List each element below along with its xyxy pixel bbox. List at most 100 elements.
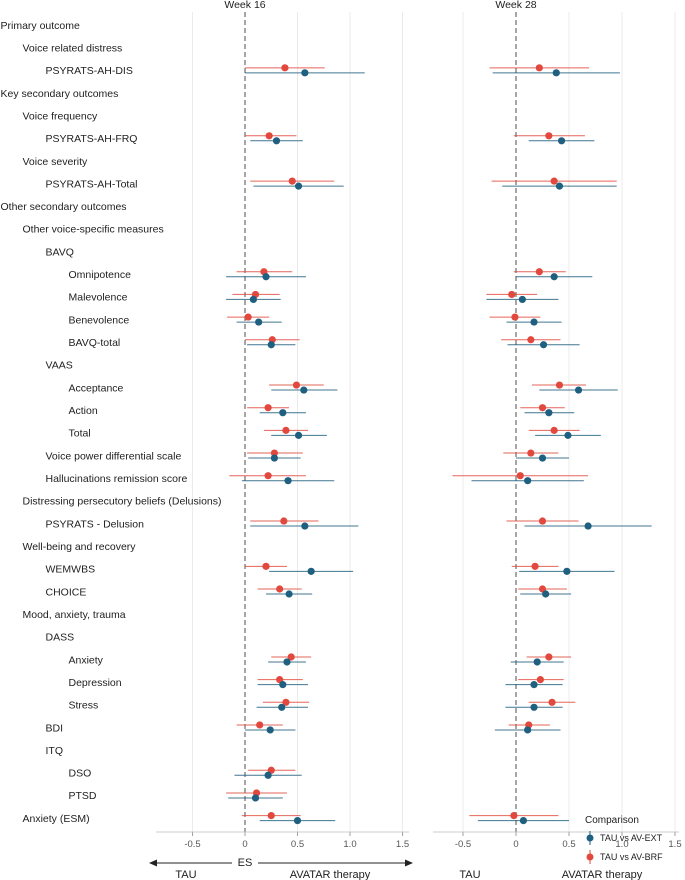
row-label: Other voice-specific measures: [23, 224, 164, 236]
point-estimate-brf: [270, 449, 278, 457]
tau-arrowhead: [149, 859, 157, 867]
row-label: PTSD: [69, 790, 97, 802]
point-estimate-brf: [535, 64, 543, 72]
row-label: ITQ: [46, 745, 64, 757]
point-estimate-brf: [538, 517, 547, 525]
row-label: Other secondary outcomes: [1, 201, 127, 213]
point-estimate-brf: [536, 676, 544, 684]
row-label: Key secondary outcomes: [1, 88, 119, 100]
row-label: Total: [69, 428, 91, 440]
point-estimate-ext: [301, 522, 309, 530]
point-estimate-ext: [519, 817, 528, 825]
row-label: CHOICE: [46, 586, 87, 598]
point-estimate-brf: [280, 517, 288, 525]
point-estimate-ext: [293, 817, 302, 825]
estimate-marks: [226, 64, 652, 825]
point-estimate-brf: [527, 449, 535, 457]
point-estimate-ext: [283, 658, 291, 666]
row-label: Voice related distress: [23, 42, 123, 54]
row-label: DSO: [69, 768, 92, 780]
point-estimate-brf: [531, 562, 539, 570]
row-label: BAVQ: [46, 246, 74, 258]
point-estimate-ext: [564, 431, 572, 439]
point-estimate-ext: [550, 273, 558, 281]
row-label: PSYRATS-AH-FRQ: [46, 133, 138, 145]
point-estimate-ext: [584, 522, 592, 530]
row-label: BAVQ-total: [69, 337, 121, 349]
point-estimate-ext: [300, 386, 308, 394]
point-estimate-brf: [267, 812, 275, 820]
x-tick-label-w16: -0.5: [184, 839, 200, 850]
row-label: PSYRATS-AH-Total: [46, 178, 138, 190]
point-estimate-ext: [284, 477, 292, 485]
point-estimate-brf: [535, 268, 543, 276]
row-label: Anxiety (ESM): [23, 813, 90, 825]
point-estimate-ext: [251, 794, 260, 802]
point-estimate-brf: [288, 177, 296, 185]
point-estimate-brf: [276, 585, 284, 593]
point-estimate-ext: [307, 567, 315, 575]
point-estimate-brf: [282, 698, 290, 706]
point-estimate-ext: [545, 409, 553, 417]
point-estimate-brf: [550, 177, 558, 185]
legend-ext-label: TAU vs AV-EXT: [600, 833, 663, 843]
point-estimate-ext: [539, 341, 548, 349]
point-estimate-brf: [508, 290, 516, 299]
point-estimate-ext: [279, 409, 287, 417]
point-estimate-brf: [555, 381, 564, 389]
row-label: Benevolence: [69, 314, 130, 326]
row-labels: Primary outcome Voice related distress PSY…: [1, 20, 222, 825]
point-estimate-brf: [545, 132, 553, 140]
panel-area-w28: [425, 12, 685, 832]
point-estimate-brf: [262, 562, 270, 570]
point-estimate-ext: [533, 658, 541, 666]
point-estimate-ext: [278, 703, 286, 711]
row-label: Well-being and recovery: [23, 541, 137, 553]
point-estimate-brf: [538, 404, 547, 412]
point-estimate-brf: [550, 426, 558, 434]
point-estimate-ext: [267, 341, 275, 349]
point-estimate-brf: [256, 721, 264, 729]
row-label: BDI: [46, 722, 64, 734]
x-tick-label-w16: 0.5: [291, 839, 304, 850]
point-estimate-brf: [281, 64, 289, 72]
x-axes: -0.5 0 0.5 1.0 1.5 -0.5 0 0.5 1.0 1.5: [156, 831, 682, 850]
point-estimate-brf: [264, 472, 272, 480]
row-label: Depression: [69, 677, 122, 689]
x-tick-label-w28: 1.0: [615, 839, 628, 850]
x-tick-label-w28: 0: [513, 839, 518, 850]
row-label: Stress: [69, 700, 99, 712]
point-estimate-brf: [548, 698, 556, 706]
legend-brf-dot: [586, 853, 594, 861]
row-label: Mood, anxiety, trauma: [23, 609, 126, 621]
point-estimate-ext: [518, 295, 526, 304]
point-estimate-brf: [516, 472, 524, 480]
point-estimate-brf: [511, 313, 519, 321]
row-label: PSYRATS - Delusion: [46, 518, 145, 530]
point-estimate-ext: [555, 182, 564, 190]
row-label: VAAS: [46, 360, 73, 372]
row-label: Malevolence: [69, 292, 128, 304]
tau-label-week28: TAU: [459, 869, 480, 880]
row-label: Action: [69, 405, 98, 417]
tau-label-week16: TAU: [175, 869, 196, 880]
x-tick-label-w28: 0.5: [562, 839, 575, 850]
x-tick-label-w28: -0.5: [455, 839, 471, 850]
point-estimate-ext: [249, 295, 257, 304]
row-label: Voice power differential scale: [46, 450, 182, 462]
point-estimate-brf: [264, 404, 272, 412]
point-estimate-brf: [282, 426, 290, 434]
point-estimate-brf: [510, 812, 518, 820]
point-estimate-ext: [270, 454, 278, 462]
row-label: Distressing persecutory beliefs (Delusio…: [23, 496, 222, 508]
point-estimate-brf: [292, 381, 301, 389]
legend-title: Comparison: [585, 815, 639, 826]
point-estimate-ext: [542, 590, 550, 598]
point-estimate-ext: [262, 273, 270, 281]
point-estimate-ext: [279, 681, 287, 689]
point-estimate-ext: [557, 137, 566, 145]
avatar-arrowhead: [405, 859, 413, 867]
panel-title-week28: Week 28: [495, 0, 536, 11]
point-estimate-ext: [524, 726, 532, 734]
point-estimate-brf: [545, 653, 553, 661]
